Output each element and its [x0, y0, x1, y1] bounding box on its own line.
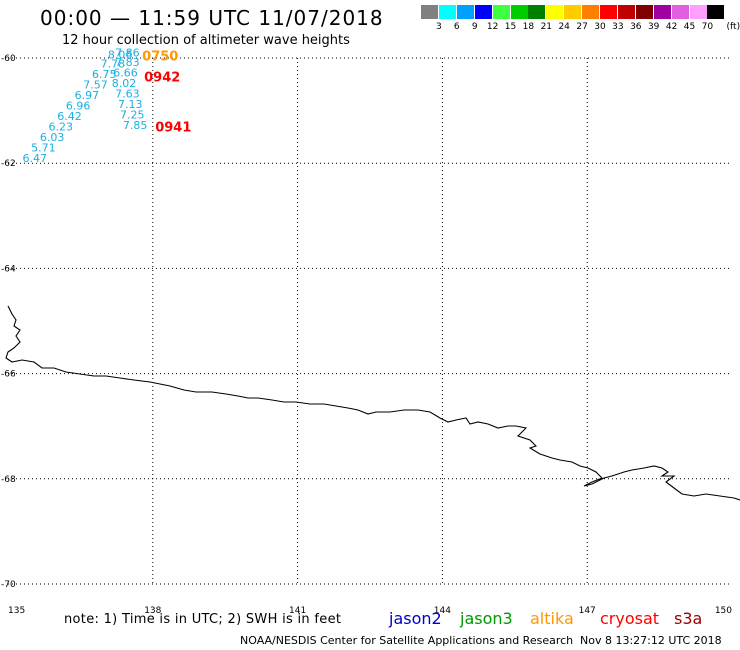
color-legend-swatch: [546, 5, 564, 19]
wave-height-reading: 6.96: [66, 100, 91, 113]
wave-height-reading: 8.06: [108, 49, 133, 62]
color-legend-swatch: [671, 5, 689, 19]
wave-height-readings: 6.475.716.036.236.426.966.977.576.757.78…: [22, 46, 147, 165]
lon-tick-label: 144: [434, 606, 451, 616]
wave-height-reading: 6.66: [113, 66, 138, 79]
wave-height-reading: 7.13: [118, 98, 143, 111]
lon-tick-label: 138: [144, 606, 161, 616]
color-legend-label: 24: [558, 22, 570, 32]
color-legend-label: 70: [701, 22, 714, 32]
credit-line: NOAA/NESDIS Center for Satellite Applica…: [240, 634, 574, 647]
color-legend-swatch: [689, 5, 707, 19]
wave-height-reading: 6.97: [75, 89, 100, 102]
satellite-legend-jason2: jason2: [389, 609, 442, 628]
lat-lon-grid: [8, 57, 732, 585]
pass-time-label: 0942: [144, 71, 180, 86]
color-legend-swatch: [635, 5, 653, 19]
lat-tick-label: -68: [1, 475, 16, 485]
lat-tick-label: -64: [1, 264, 16, 274]
satellite-legend-jason3: jason3: [460, 609, 513, 628]
color-legend-unit: (ft): [726, 22, 740, 32]
pass-time-label: 0750: [142, 50, 178, 65]
color-legend-swatch: [564, 5, 582, 19]
map-subtitle: 12 hour collection of altimeter wave hei…: [62, 33, 350, 48]
color-legend-swatch: [510, 5, 528, 19]
color-legend-swatch: [492, 5, 510, 19]
pass-time-label: 0941: [155, 121, 191, 136]
wave-height-reading: 6.03: [40, 131, 65, 144]
color-legend-swatch: [617, 5, 635, 19]
generated-timestamp: Nov 8 13:27:12 UTC 2018: [580, 634, 722, 647]
satellite-pass-times: 0750 0942 0941: [142, 50, 191, 136]
lon-tick-label: 150: [715, 606, 732, 616]
color-legend-swatch: [456, 5, 474, 19]
wave-height-reading: 6.42: [57, 110, 81, 123]
color-legend-swatch: [653, 5, 671, 19]
antarctic-coastline: [5, 305, 740, 501]
wave-height-reading: 6.47: [22, 152, 47, 165]
color-legend-swatch: [421, 5, 438, 19]
wave-height-reading: 7.57: [83, 79, 108, 92]
color-legend-label: 9: [471, 22, 478, 32]
color-legend-label: 30: [594, 22, 606, 32]
color-legend-swatch: [707, 5, 725, 19]
color-legend-label: 27: [576, 22, 588, 32]
axis-tick-labels: 135 138 141 144 147 150 -60 -62 -64 -66 -68 -70: [1, 54, 732, 616]
color-legend-label: 42: [665, 22, 678, 32]
lon-tick-label: 147: [579, 606, 596, 616]
color-legend-swatch: [438, 5, 456, 19]
satellite-legend-altika: altika: [530, 609, 574, 628]
color-legend-swatch: [582, 5, 600, 19]
wave-height-reading: 7.25: [120, 108, 145, 121]
wave-height-reading: 7.78: [101, 57, 126, 70]
color-legend-label: 21: [540, 22, 553, 32]
color-legend-label: 33: [612, 22, 624, 32]
color-legend-label: 15: [504, 22, 517, 32]
lat-tick-label: -66: [1, 370, 16, 380]
wave-height-reading: 7.63: [115, 87, 140, 100]
wave-height-reading: 6.23: [49, 121, 74, 134]
wave-height-reading: 5.71: [31, 142, 56, 155]
wave-height-reading: 7.83: [115, 56, 140, 69]
wave-height-reading: 6.75: [92, 68, 117, 81]
color-legend-swatch: [600, 5, 617, 19]
color-legend-label: 6: [453, 22, 460, 32]
color-legend-label: 39: [647, 22, 660, 32]
color-legend-label: 36: [630, 22, 642, 32]
color-legend-swatch: [474, 5, 492, 19]
wave-height-reading: 8.02: [112, 77, 137, 90]
lon-tick-label: 135: [8, 606, 25, 616]
satellite-legend-cryosat: cryosat: [600, 609, 660, 628]
color-legend-label: 18: [522, 22, 535, 32]
map-title: 00:00 — 11:59 UTC 11/07/2018: [40, 6, 384, 30]
color-legend-label: 3: [436, 22, 442, 32]
wave-height-reading: 7.85: [123, 119, 148, 132]
lat-tick-label: -70: [1, 580, 16, 590]
color-legend-label: 12: [486, 22, 499, 32]
satellite-legend-s3a: s3a: [674, 609, 703, 628]
wave-height-reading: 7.86: [115, 46, 140, 59]
footer-note: note: 1) Time is in UTC; 2) SWH is in fe…: [64, 612, 342, 627]
color-legend-swatch: [528, 5, 546, 19]
lat-tick-label: -60: [1, 54, 16, 64]
color-legend-label: 45: [683, 22, 696, 32]
lon-tick-label: 141: [289, 606, 306, 616]
lat-tick-label: -62: [1, 159, 16, 169]
